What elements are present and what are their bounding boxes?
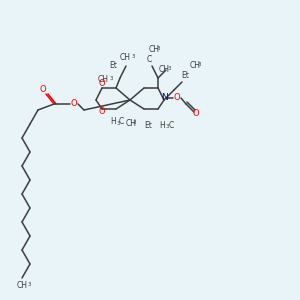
Text: H: H	[110, 118, 116, 127]
Text: CH: CH	[16, 280, 28, 290]
Text: N: N	[160, 94, 167, 103]
Text: CH: CH	[126, 119, 137, 128]
Text: 3: 3	[168, 67, 172, 71]
Text: 3: 3	[157, 46, 160, 52]
Text: 3: 3	[166, 124, 169, 129]
Text: CH: CH	[159, 65, 170, 74]
Text: CH: CH	[98, 76, 109, 85]
Text: O: O	[71, 100, 77, 109]
Text: CH: CH	[119, 52, 130, 62]
Text: CH: CH	[149, 46, 160, 55]
Text: H: H	[159, 121, 165, 130]
Text: 3: 3	[132, 53, 136, 58]
Text: 3: 3	[198, 62, 202, 68]
Text: O: O	[193, 110, 199, 118]
Text: 3: 3	[117, 121, 121, 126]
Text: 3: 3	[28, 282, 31, 287]
Text: 3: 3	[110, 76, 113, 82]
Text: O: O	[174, 94, 180, 103]
Text: C: C	[119, 118, 124, 127]
Text: O: O	[99, 107, 105, 116]
Text: Et: Et	[144, 122, 152, 130]
Text: O: O	[40, 85, 46, 94]
Text: C: C	[169, 121, 174, 130]
Text: Et: Et	[109, 61, 117, 70]
Text: C: C	[146, 56, 152, 64]
Text: O: O	[99, 79, 105, 88]
Text: Et: Et	[181, 70, 189, 80]
Text: 3: 3	[133, 121, 136, 125]
Text: CH: CH	[190, 61, 201, 70]
